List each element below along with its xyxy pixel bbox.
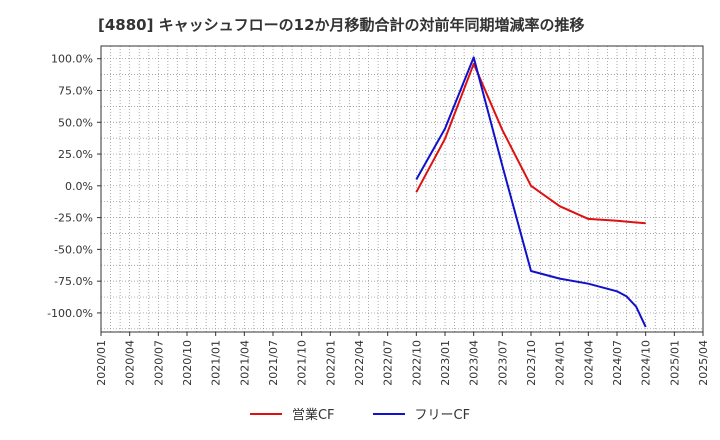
y-tick-label: 100.0% xyxy=(51,53,93,66)
x-tick-label: 2020/04 xyxy=(124,340,137,386)
chart-title: [4880] キャッシュフローの12か月移動合計の対前年同期増減率の推移 xyxy=(98,16,585,34)
x-tick-label: 2024/07 xyxy=(611,340,624,386)
x-tick-label: 2021/07 xyxy=(267,340,280,386)
x-tick-label: 2024/10 xyxy=(640,340,653,386)
legend-label-operating-cf: 営業CF xyxy=(291,408,335,423)
x-tick-label: 2025/01 xyxy=(668,340,681,386)
legend-label-free-cf: フリーCF xyxy=(414,408,471,423)
legend-item-operating-cf: 営業CF xyxy=(249,404,335,423)
x-tick-label: 2024/04 xyxy=(582,340,595,386)
x-tick-label: 2023/07 xyxy=(496,340,509,386)
x-tick-label: 2020/07 xyxy=(152,340,165,386)
y-tick-labels: 100.0% 75.0% 50.0% 25.0% 0.0% -25.0% -50.0% -75… xyxy=(47,53,93,320)
x-tick-label: 2023/04 xyxy=(468,340,481,386)
axis-layer xyxy=(97,45,704,336)
grid-layer xyxy=(100,46,704,332)
x-tick-label: 2020/10 xyxy=(181,340,194,386)
y-tick-label: 50.0% xyxy=(58,116,93,129)
x-tick-label: 2022/07 xyxy=(382,340,395,386)
x-tick-label: 2020/01 xyxy=(95,340,108,386)
y-tick-label: -100.0% xyxy=(47,307,93,320)
y-tick-label: -75.0% xyxy=(54,275,93,288)
x-tick-label: 2021/10 xyxy=(296,340,309,386)
legend: 営業CF フリーCF xyxy=(0,404,720,423)
y-tick-label: -25.0% xyxy=(54,212,93,225)
y-tick-label: 25.0% xyxy=(58,148,93,161)
plot-frame xyxy=(100,45,704,333)
x-tick-label: 2025/04 xyxy=(697,340,710,386)
x-tick-label: 2022/10 xyxy=(410,340,423,386)
plot-area xyxy=(101,46,703,332)
y-tick-label: 75.0% xyxy=(58,84,93,97)
series-layer xyxy=(415,56,647,328)
x-tick-label: 2022/04 xyxy=(353,340,366,386)
x-tick-label: 2021/04 xyxy=(238,340,251,386)
x-tick-label: 2023/01 xyxy=(439,340,452,386)
legend-swatch-free-cf xyxy=(372,412,405,415)
y-tick-label: -50.0% xyxy=(54,243,93,256)
x-tick-label: 2022/01 xyxy=(324,340,337,386)
y-tick-label: 0.0% xyxy=(65,180,93,193)
x-tick-label: 2024/01 xyxy=(554,340,567,386)
x-tick-labels: 2020/01 2020/04 2020/07 2020/10 2021/01 2021/… xyxy=(95,340,710,386)
legend-item-free-cf: フリーCF xyxy=(372,404,471,423)
x-tick-label: 2021/01 xyxy=(210,340,223,386)
x-tick-label: 2023/10 xyxy=(525,340,538,386)
legend-swatch-operating-cf xyxy=(249,412,282,415)
